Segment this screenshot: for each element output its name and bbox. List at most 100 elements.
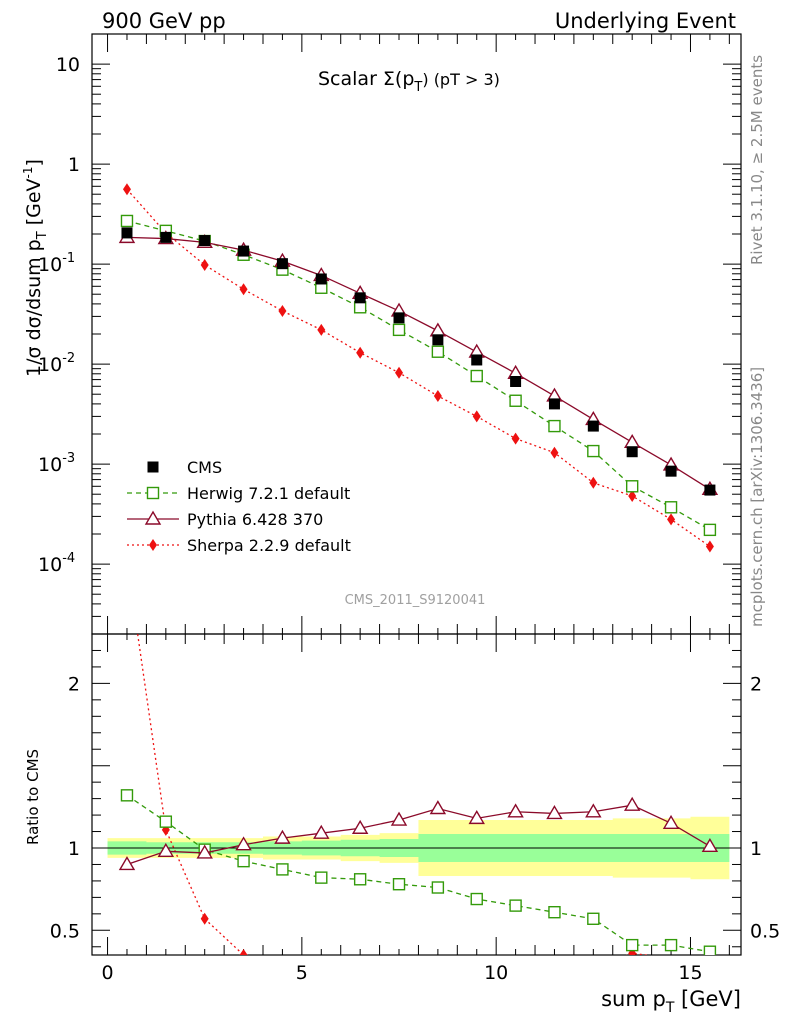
main-point-cms — [199, 235, 211, 247]
ratio-line-herwig — [126, 794, 711, 953]
ratio-point-herwig — [509, 899, 522, 912]
ratio-frame — [91, 633, 742, 956]
main-point-herwig — [353, 301, 367, 314]
main-point-sherpa — [628, 489, 637, 502]
x-tick-label: 0 — [101, 962, 113, 984]
x-tick-label: 10 — [484, 962, 508, 984]
ratio-point-pythia — [623, 796, 641, 811]
ratio-line-sherpa — [136, 634, 651, 955]
ratio-y-tick-label-right: 0.5 — [750, 920, 780, 942]
ratio-point-pythia — [196, 844, 213, 859]
ratio-point-sherpa — [200, 912, 209, 925]
main-point-sherpa — [550, 446, 559, 459]
main-point-sherpa — [200, 258, 209, 271]
main-point-herwig — [392, 323, 406, 337]
ratio-point-herwig — [431, 881, 445, 894]
plot-title-main: Scalar Σ(p — [318, 68, 414, 90]
header-right-label: Underlying Event — [555, 9, 736, 33]
main-y-axis-label-unit: [GeV — [23, 178, 45, 231]
main-point-sherpa — [705, 540, 714, 553]
main-y-axis-label-sub: T — [35, 231, 50, 240]
main-point-cms — [432, 334, 444, 346]
analysis-tag: CMS_2011_S9120041 — [345, 593, 486, 608]
ratio-y-tick-label-right: 2 — [750, 673, 762, 695]
ratio-point-pythia — [429, 800, 447, 815]
main-point-cms — [160, 231, 172, 243]
ratio-point-herwig — [353, 873, 367, 886]
ratio-panel-series — [118, 634, 719, 955]
main-point-herwig — [664, 501, 678, 514]
main-panel-series — [118, 183, 719, 553]
main-point-sherpa — [589, 476, 598, 489]
main-point-herwig — [470, 369, 483, 383]
ratio-line-pythia — [126, 804, 711, 866]
main-y-axis-label-close: ] — [23, 159, 45, 166]
main-y-axis-label-main: 1/σ dσ/dsum p — [23, 239, 45, 377]
legend-label-sherpa: Sherpa 2.2.9 default — [187, 536, 351, 555]
main-point-sherpa — [278, 304, 287, 317]
main-point-sherpa — [667, 513, 676, 526]
side-label-source: mcplots.cern.ch [arXiv:1306.3436] — [748, 367, 766, 627]
main-point-pythia — [623, 433, 641, 449]
main-point-herwig — [548, 419, 561, 433]
main-point-cms — [393, 312, 405, 324]
plot-title-sub: T — [413, 80, 422, 95]
ratio-point-herwig — [392, 878, 406, 891]
main-point-cms — [354, 292, 366, 304]
main-point-cms — [471, 354, 483, 366]
legend-marker-cms — [147, 461, 159, 473]
main-point-cms — [121, 227, 133, 239]
legend-label-pythia: Pythia 6.428 370 — [187, 510, 323, 529]
main-point-herwig — [120, 214, 134, 228]
ratio-point-pythia — [235, 836, 252, 851]
main-y-tick-label: 10-1 — [38, 251, 75, 276]
main-point-herwig — [703, 523, 717, 537]
main-point-sherpa — [395, 366, 404, 379]
legend-label-cms: CMS — [187, 458, 222, 477]
main-point-sherpa — [356, 346, 365, 359]
main-point-sherpa — [511, 432, 520, 445]
main-point-pythia — [429, 322, 447, 337]
main-point-herwig — [587, 444, 600, 458]
x-axis-label: sum pT [GeV] — [601, 987, 741, 1016]
main-point-herwig — [431, 345, 445, 358]
main-line-sherpa — [126, 188, 711, 548]
x-axis-label-unit: [GeV] — [674, 987, 741, 1011]
header-left-label: 900 GeV pp — [102, 9, 226, 33]
main-point-sherpa — [472, 410, 481, 423]
main-point-cms — [665, 465, 677, 477]
ratio-point-pythia — [701, 837, 719, 853]
ratio-point-pythia — [507, 803, 524, 818]
ratio-y-tick-label-left: 1 — [68, 838, 80, 860]
main-line-herwig — [126, 220, 711, 531]
ratio-point-herwig — [315, 871, 328, 884]
ratio-point-pythia — [118, 856, 136, 871]
ratio-point-pythia — [546, 805, 563, 820]
main-point-sherpa — [239, 283, 248, 296]
plot-title: Scalar Σ(pT) (pT > 3) — [318, 68, 500, 95]
ratio-y-tick-label-left: 2 — [68, 673, 80, 695]
ratio-point-herwig — [470, 892, 483, 906]
ratio-point-pythia — [585, 803, 602, 818]
main-point-sherpa — [122, 183, 131, 196]
ratio-point-sherpa — [239, 949, 248, 955]
main-point-cms — [510, 375, 522, 387]
ratio-point-herwig — [159, 815, 173, 828]
ratio-y-tick-label-right: 1 — [750, 838, 762, 860]
x-tick-label: 5 — [296, 962, 308, 984]
main-y-tick-label: 1 — [68, 154, 80, 176]
main-point-sherpa — [317, 323, 326, 336]
ratio-y-tick-label-left: 0.5 — [50, 920, 80, 942]
legend-label-herwig: Herwig 7.2.1 default — [187, 484, 350, 503]
ratio-point-herwig — [120, 789, 134, 802]
main-line-pythia — [126, 236, 711, 490]
ratio-point-herwig — [237, 854, 250, 868]
legend: CMS Herwig 7.2.1 default Pythia 6.428 370 S… — [127, 458, 351, 555]
ratio-point-pythia — [390, 811, 408, 826]
main-point-cms — [548, 398, 560, 410]
main-y-tick-label: 10-2 — [38, 351, 75, 376]
main-y-tick-label: 10 — [56, 54, 80, 76]
plot-title-tail: ) (pT > 3) — [422, 70, 500, 89]
main-point-cms — [704, 484, 716, 496]
